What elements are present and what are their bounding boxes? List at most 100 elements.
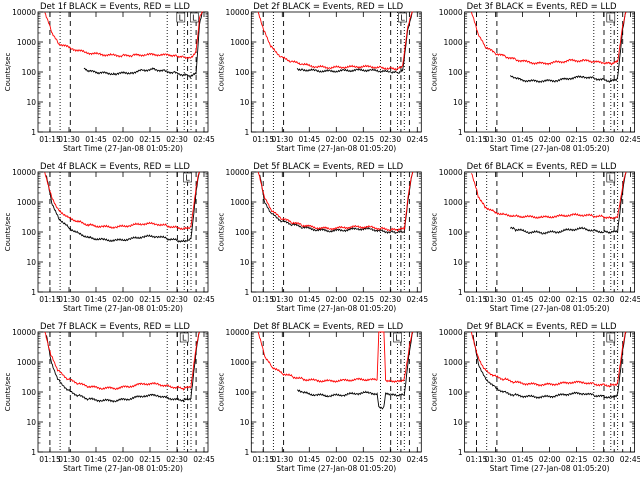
x-tick-label: 02:00 — [112, 295, 134, 304]
y-tick-label: 10000 — [439, 8, 463, 17]
x-tick-label: 01:30 — [485, 295, 507, 304]
marker-box — [176, 12, 186, 23]
y-axis-label: Counts/sec — [4, 373, 12, 412]
marker-label: L — [182, 334, 187, 343]
y-axis-label: Counts/sec — [217, 373, 225, 412]
x-axis-label: Start Time (27-Jan-08 01:05:20) — [63, 464, 183, 473]
y-tick-label: 100 — [22, 388, 37, 397]
x-tick-label: 02:30 — [166, 455, 188, 464]
x-axis-label: Start Time (27-Jan-08 01:05:20) — [276, 144, 396, 153]
y-tick-label: 10 — [26, 258, 36, 267]
marker-label: L — [400, 14, 405, 23]
y-axis-label: Counts/sec — [217, 213, 225, 252]
x-tick-label: 02:15 — [566, 295, 588, 304]
plot-frame — [37, 331, 209, 453]
y-tick-label: 10000 — [12, 8, 36, 17]
marker-box — [606, 172, 616, 183]
x-tick-label: 02:00 — [539, 455, 561, 464]
y-tick-label: 1 — [245, 448, 250, 457]
x-tick-label: 02:45 — [620, 295, 640, 304]
panel-det-3: Det 3f BLACK = Events, RED = LLD 1 10 100 10… — [431, 2, 640, 153]
x-tick-label: 01:45 — [298, 135, 320, 144]
x-tick-label: 01:45 — [512, 455, 534, 464]
x-tick-label: 01:15 — [39, 455, 61, 464]
x-tick-label: 01:30 — [58, 295, 80, 304]
x-axis-label: Start Time (27-Jan-08 01:05:20) — [63, 144, 183, 153]
series-lld-line — [44, 331, 200, 391]
x-tick-label: 02:45 — [406, 295, 428, 304]
plot-frame — [37, 171, 209, 293]
x-tick-label: 01:45 — [85, 455, 107, 464]
series-lld-line — [257, 171, 414, 232]
x-tick-label: 01:45 — [298, 455, 320, 464]
y-tick-label: 10000 — [12, 328, 36, 337]
plot-frame — [464, 331, 636, 453]
series-lld-line — [471, 171, 627, 220]
x-tick-label: 02:00 — [539, 135, 561, 144]
panel-det-5: Det 5f BLACK = Events, RED = LLD 1 10 100 10… — [217, 162, 428, 313]
series-events-line — [472, 331, 627, 400]
y-tick-label: 1 — [245, 288, 250, 297]
y-tick-label: 1000 — [17, 38, 36, 47]
y-tick-label: 10000 — [12, 168, 36, 177]
x-tick-label: 02:30 — [593, 295, 615, 304]
y-axis-label: Counts/sec — [431, 213, 439, 252]
x-axis-label: Start Time (27-Jan-08 01:05:20) — [490, 304, 610, 313]
x-tick-label: 02:30 — [379, 295, 401, 304]
series-events-line — [46, 171, 200, 243]
marker-label: L — [192, 14, 197, 23]
marker-label: L — [609, 334, 614, 343]
series-events-line — [510, 11, 627, 84]
panel-det-7: Det 7f BLACK = Events, RED = LLD 1 10 100 10… — [4, 322, 215, 473]
chart-title: Det 2f BLACK = Events, RED = LLD — [253, 2, 403, 12]
y-tick-label: 10 — [240, 98, 250, 107]
x-tick-label: 02:45 — [406, 135, 428, 144]
series-lld-line — [470, 11, 627, 66]
y-tick-label: 10 — [26, 418, 36, 427]
marker-box — [179, 332, 189, 343]
x-tick-label: 01:15 — [39, 295, 61, 304]
y-tick-label: 1 — [458, 128, 463, 137]
x-tick-label: 02:15 — [566, 455, 588, 464]
y-tick-label: 10 — [453, 258, 463, 267]
series-events-line — [510, 171, 627, 235]
x-tick-label: 01:30 — [58, 135, 80, 144]
panel-det-1: Det 1f BLACK = Events, RED = LLD 1 10 100 10… — [4, 2, 215, 153]
x-tick-label: 02:15 — [139, 455, 161, 464]
y-tick-label: 1 — [31, 128, 36, 137]
marker-label: L — [179, 14, 184, 23]
y-tick-label: 1 — [458, 288, 463, 297]
x-tick-label: 01:15 — [466, 455, 488, 464]
x-axis-label: Start Time (27-Jan-08 01:05:20) — [63, 304, 183, 313]
x-tick-label: 02:30 — [166, 135, 188, 144]
x-tick-label: 02:00 — [325, 295, 347, 304]
x-tick-label: 01:45 — [85, 135, 107, 144]
y-tick-label: 10000 — [225, 8, 249, 17]
y-tick-label: 100 — [22, 68, 37, 77]
x-tick-label: 02:45 — [620, 135, 640, 144]
x-tick-label: 01:30 — [58, 455, 80, 464]
chart-title: Det 7f BLACK = Events, RED = LLD — [40, 322, 190, 332]
y-tick-label: 1 — [31, 288, 36, 297]
y-tick-label: 100 — [235, 68, 250, 77]
x-tick-label: 01:15 — [466, 135, 488, 144]
x-tick-label: 01:45 — [85, 295, 107, 304]
x-tick-label: 02:30 — [593, 455, 615, 464]
y-tick-label: 10000 — [439, 168, 463, 177]
x-tick-label: 02:15 — [139, 295, 161, 304]
plot-frame — [250, 171, 422, 293]
y-tick-label: 10000 — [439, 328, 463, 337]
plot-frame — [464, 11, 636, 133]
x-axis-label: Start Time (27-Jan-08 01:05:20) — [276, 304, 396, 313]
marker-box — [606, 332, 616, 343]
chart-title: Det 5f BLACK = Events, RED = LLD — [253, 162, 403, 172]
panel-det-9: Det 9f BLACK = Events, RED = LLD 1 10 100 10… — [431, 322, 640, 473]
series-events-line — [296, 331, 414, 410]
x-axis-label: Start Time (27-Jan-08 01:05:20) — [490, 144, 610, 153]
y-tick-label: 10000 — [225, 168, 249, 177]
x-tick-label: 01:30 — [485, 135, 507, 144]
x-tick-label: 01:30 — [485, 455, 507, 464]
y-tick-label: 100 — [235, 388, 250, 397]
y-tick-label: 10 — [453, 418, 463, 427]
